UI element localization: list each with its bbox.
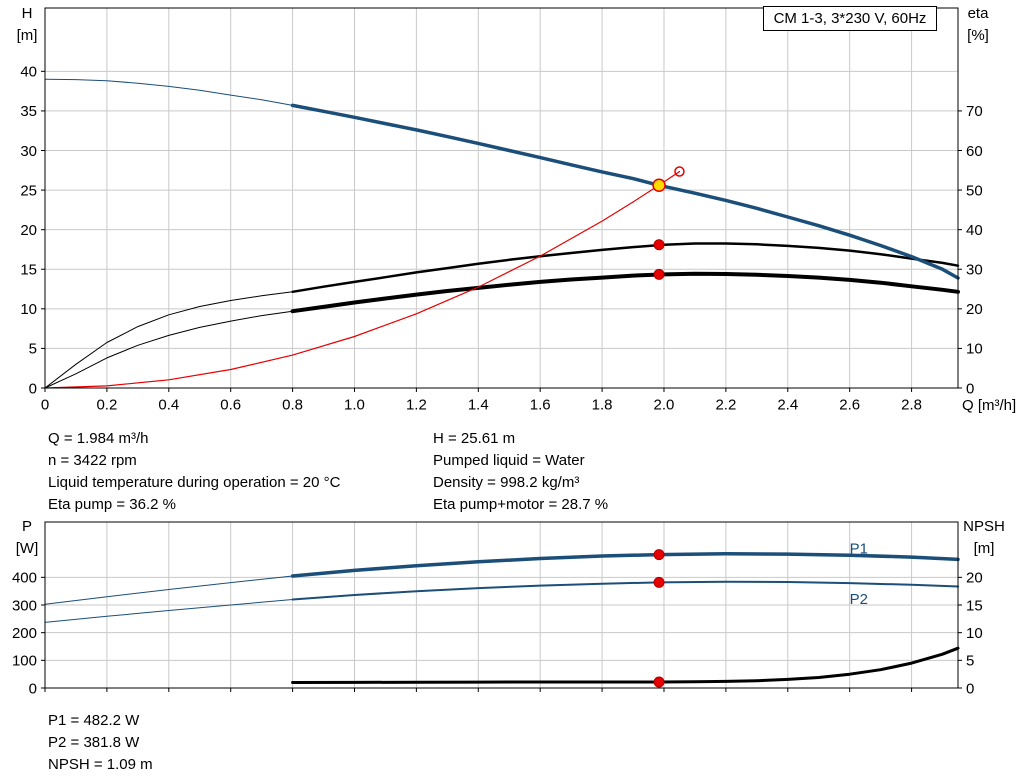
npsh-curve — [291, 646, 960, 684]
tick-label: 20 — [966, 570, 983, 587]
tick-label: 1.4 — [468, 396, 489, 413]
tick-label: 30 — [20, 143, 37, 160]
annotation-h: H = 25.61 m — [433, 430, 516, 447]
duty-annotations-right: H = 25.61 m Pumped liquid = Water Densit… — [433, 428, 608, 516]
annotation-npsh: NPSH = 1.09 m — [48, 756, 153, 773]
tick-label: 15 — [966, 597, 983, 614]
p-axis-title: P — [21, 518, 32, 535]
tick-label: 2.2 — [715, 396, 736, 413]
tick-label: 5 — [966, 653, 974, 670]
annotation-density: Density = 998.2 kg/m³ — [433, 474, 580, 491]
npsh-axis-title: NPSH — [963, 518, 1005, 535]
eta-axis-title: eta — [967, 5, 989, 22]
p2-curve-thin — [44, 599, 294, 623]
eta-pump-curve-thin — [44, 291, 294, 389]
h-axis-title: H — [21, 5, 33, 22]
tick-label: 70 — [966, 103, 983, 120]
eta-pump-motor-curve-thin — [44, 310, 294, 389]
annotation-eta-pump-motor: Eta pump+motor = 28.7 % — [433, 496, 609, 513]
tick-label: 40 — [966, 222, 983, 239]
tick-label: 100 — [12, 653, 37, 670]
tick-label: 40 — [20, 64, 37, 81]
duty-point-npsh — [653, 676, 665, 688]
duty-point-p2 — [653, 576, 665, 588]
duty-annotations-left: Q = 1.984 m³/h n = 3422 rpm Liquid tempe… — [48, 428, 340, 516]
p1-curve-thin — [44, 575, 294, 605]
tick-label: 5 — [29, 341, 37, 358]
tick-label: 0.2 — [96, 396, 117, 413]
tick-label: 0 — [29, 380, 37, 397]
tick-label: 1.8 — [592, 396, 613, 413]
pump-model-label: CM 1-3, 3*230 V, 60Hz — [773, 10, 927, 27]
tick-label: 2.8 — [901, 396, 922, 413]
head-curve-thin — [44, 78, 294, 106]
duty-point-eta-pump-motor — [653, 268, 665, 280]
tick-label: 35 — [20, 103, 37, 120]
duty-point-eta-pump — [653, 239, 665, 251]
tick-label: 2.6 — [839, 396, 860, 413]
tick-label: 0.6 — [220, 396, 241, 413]
tick-label: 10 — [966, 625, 983, 642]
head-curve — [290, 103, 960, 280]
tick-label: 0 — [966, 380, 974, 397]
p2-curve — [291, 580, 959, 601]
p1-curve — [290, 552, 960, 578]
tick-label: 25 — [20, 182, 37, 199]
tick-label: 30 — [966, 262, 983, 279]
p2-curve-label: P2 — [850, 591, 868, 608]
npsh-axis-unit: [m] — [973, 540, 995, 557]
system-curve-end-circle — [674, 166, 685, 177]
tick-label: 10 — [20, 301, 37, 318]
annotation-liquid-temperature: Liquid temperature during operation = 20… — [48, 474, 341, 491]
tick-label: 10 — [966, 341, 983, 358]
tick-label: 50 — [966, 182, 983, 199]
tick-label: 0 — [41, 396, 49, 413]
tick-label: 15 — [20, 262, 37, 279]
tick-label: 2.0 — [654, 396, 675, 413]
tick-label: 0.8 — [282, 396, 303, 413]
eta-pump-motor-curve — [290, 271, 960, 314]
annotation-q: Q = 1.984 m³/h — [48, 430, 149, 447]
tick-label: 0 — [29, 680, 37, 697]
tick-label: 20 — [966, 301, 983, 318]
tick-label: 20 — [20, 222, 37, 239]
tick-label: 2.4 — [777, 396, 798, 413]
h-axis-unit: [m] — [16, 27, 38, 44]
pump-model-box: CM 1-3, 3*230 V, 60Hz — [763, 6, 937, 31]
tick-label: 1.0 — [344, 396, 365, 413]
eta-pump-curve — [291, 242, 960, 294]
annotation-pumped-liquid: Pumped liquid = Water — [433, 452, 585, 469]
tick-label: 300 — [12, 597, 37, 614]
annotation-eta-pump: Eta pump = 36.2 % — [48, 496, 176, 513]
duty-point-head — [652, 178, 666, 193]
tick-label: 1.2 — [406, 396, 427, 413]
tick-label: 200 — [12, 625, 37, 642]
tick-label: 400 — [12, 570, 37, 587]
eta-axis-unit: [%] — [967, 27, 989, 44]
tick-label: 1.6 — [530, 396, 551, 413]
system-curve — [44, 170, 681, 389]
annotation-speed: n = 3422 rpm — [48, 452, 137, 469]
annotation-p1: P1 = 482.2 W — [48, 712, 140, 729]
power-annotations: P1 = 482.2 W P2 = 381.8 W NPSH = 1.09 m — [48, 710, 153, 776]
tick-label: 60 — [966, 143, 983, 160]
annotation-p2: P2 = 381.8 W — [48, 734, 140, 751]
tick-label: 0.4 — [158, 396, 179, 413]
hq-eta-chart-border — [44, 7, 959, 389]
q-axis-title: Q [m³/h] — [962, 397, 1017, 414]
tick-label: 0 — [966, 680, 974, 697]
duty-point-p1 — [653, 549, 665, 561]
p1-curve-label: P1 — [850, 541, 868, 558]
p-axis-unit: [W] — [15, 540, 39, 557]
